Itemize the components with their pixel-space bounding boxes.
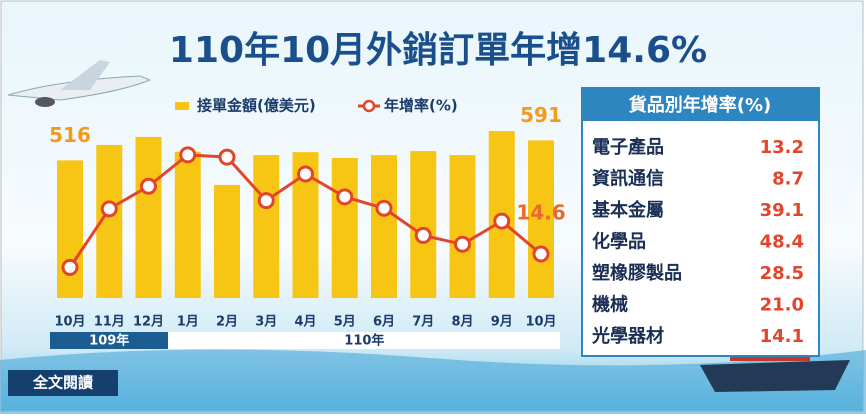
bar: [331, 158, 358, 298]
rate-marker: [257, 192, 275, 210]
table-header: [583, 89, 818, 121]
chart-title: 110年10月外銷訂單年增14.6%: [169, 29, 707, 71]
bar: [135, 136, 162, 298]
bar: [371, 155, 397, 298]
airplane: [7, 60, 152, 107]
x-tick-label: 6月: [373, 315, 395, 330]
data-label: 516: [49, 123, 91, 147]
table-cell: 21.0: [760, 295, 804, 316]
table-cell: 13.2: [760, 137, 804, 158]
year-band: [168, 332, 560, 349]
sea: [0, 349, 866, 414]
x-tick-label: 7月: [412, 315, 434, 330]
table-cell: 機械: [592, 294, 628, 316]
table-cell: 電子產品: [592, 136, 664, 158]
table-panel: [581, 87, 820, 357]
full-text-button[interactable]: [8, 370, 118, 396]
data-label: 591: [520, 103, 562, 127]
year-label: 110年: [344, 333, 384, 349]
bar: [449, 155, 476, 298]
rate-marker: [218, 148, 236, 166]
legend-swatch: [362, 99, 376, 113]
rate-marker: [61, 258, 79, 276]
year-label: 109年: [89, 333, 129, 349]
x-tick-label: 10月: [525, 315, 556, 330]
x-tick-label: 4月: [294, 315, 316, 330]
table-cell: 塑橡膠製品: [592, 262, 682, 284]
bar: [528, 140, 554, 298]
x-tick-label: 5月: [334, 315, 356, 330]
rate-marker: [100, 200, 118, 218]
table-cell: 光學器材: [591, 325, 664, 347]
data-label: 14.6: [516, 201, 565, 225]
table-cell: 8.7: [772, 169, 804, 190]
rate-marker: [414, 226, 432, 244]
x-tick-label: 1月: [177, 315, 199, 330]
bar: [410, 151, 437, 298]
x-tick-label: 2月: [216, 315, 238, 330]
rate-marker: [140, 177, 157, 195]
bar: [57, 160, 83, 298]
bar: [214, 184, 240, 298]
table-cell: 14.1: [760, 326, 804, 347]
table-cell: 基本金屬: [591, 199, 664, 221]
x-tick-label: 9月: [491, 315, 513, 330]
rate-marker: [375, 199, 393, 217]
x-tick-label: 12月: [133, 315, 164, 330]
rate-marker: [532, 245, 550, 263]
table-cell: 化學品: [592, 231, 646, 253]
year-band: [50, 332, 168, 349]
table-title: 貨品別年增率(%): [629, 94, 772, 116]
table-cell: 39.1: [760, 200, 804, 221]
rate-marker: [179, 146, 197, 164]
rate-marker: [336, 188, 354, 206]
rate-marker: [493, 212, 511, 230]
x-tick-label: 8月: [451, 315, 473, 330]
x-tick-label: 10月: [54, 315, 85, 330]
x-tick-label: 3月: [255, 315, 277, 330]
legend-label: 年增率(%): [384, 97, 458, 115]
rate-marker: [454, 235, 471, 253]
legend-label: 接單金額(億美元): [197, 97, 316, 115]
table-cell: 48.4: [760, 232, 804, 253]
table-cell: 28.5: [760, 263, 804, 284]
table-cell: 資訊通信: [592, 168, 664, 190]
bar: [174, 151, 201, 298]
button-label[interactable]: 全文閱讀: [32, 374, 93, 392]
legend-swatch: [175, 102, 189, 110]
rate-marker: [297, 165, 314, 183]
x-tick-label: 11月: [94, 315, 125, 330]
bar: [253, 155, 280, 298]
